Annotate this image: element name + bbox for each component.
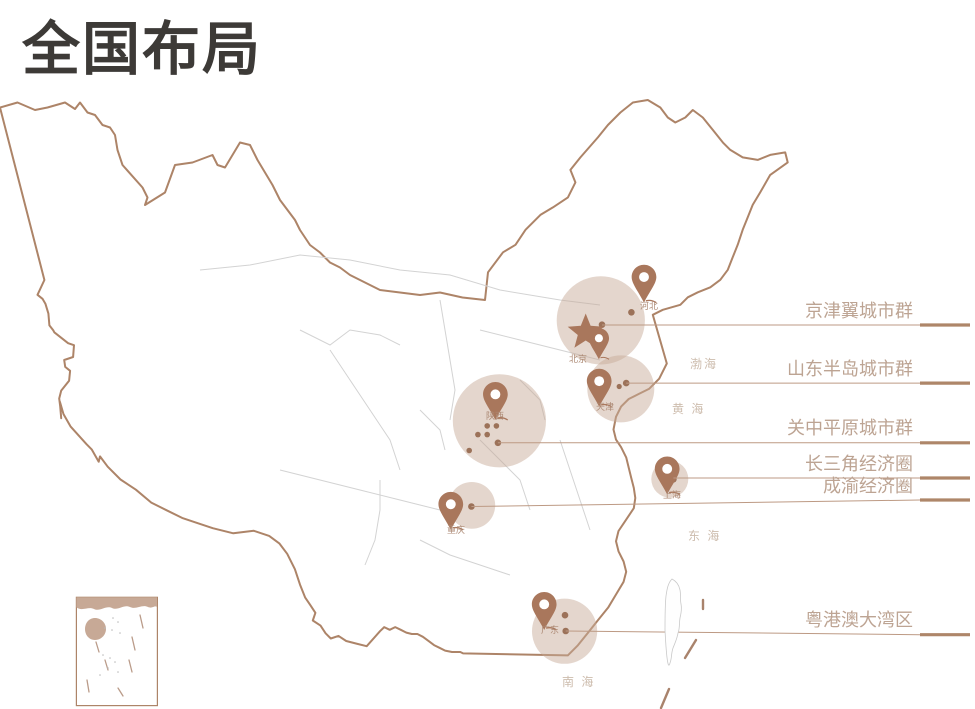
svg-text:北京: 北京: [569, 353, 587, 364]
svg-text:关中平原城市群: 关中平原城市群: [787, 418, 913, 438]
svg-text:河北: 河北: [640, 300, 658, 311]
svg-text:成渝经济圈: 成渝经济圈: [823, 476, 913, 496]
svg-text:粤港澳大湾区: 粤港澳大湾区: [805, 610, 913, 630]
svg-text:重庆: 重庆: [447, 524, 465, 535]
svg-text:黄 海: 黄 海: [672, 401, 705, 416]
svg-text:陕西: 陕西: [486, 410, 504, 421]
svg-text:上海: 上海: [663, 489, 681, 500]
svg-text:京津翼城市群: 京津翼城市群: [805, 301, 913, 321]
svg-text:渤海: 渤海: [690, 356, 718, 371]
svg-text:南 海: 南 海: [562, 674, 595, 689]
svg-text:东 海: 东 海: [688, 528, 721, 543]
svg-text:广东: 广东: [541, 624, 559, 635]
svg-text:长三角经济圈: 长三角经济圈: [805, 454, 913, 474]
svg-text:山东半岛城市群: 山东半岛城市群: [787, 359, 913, 379]
svg-text:天津: 天津: [596, 402, 614, 412]
